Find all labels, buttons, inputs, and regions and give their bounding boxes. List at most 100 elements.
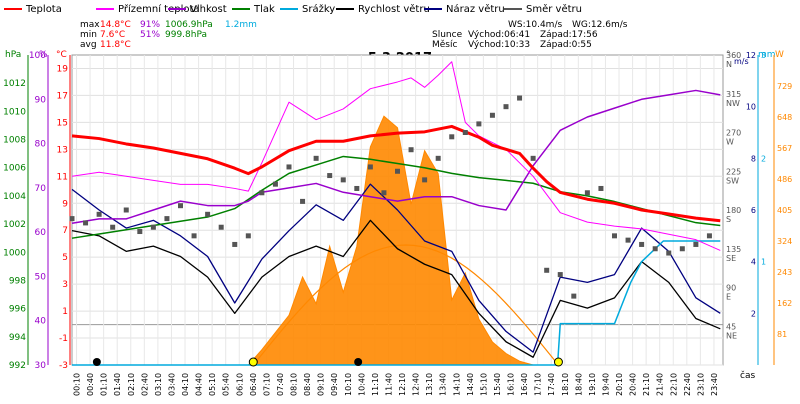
wind-direction-point: [340, 177, 346, 183]
wind-direction-point: [218, 224, 224, 230]
wind-direction-point: [69, 216, 75, 222]
direction-tick-label: 45: [726, 322, 736, 331]
x-tick-label: 06:10: [235, 373, 244, 396]
temperature-tick-label: -1: [59, 334, 68, 344]
x-tick-label: 17:10: [534, 373, 543, 396]
legend: Teplota Přízemní teplota Vlhkost Tlak Sr…: [4, 3, 582, 15]
solar-tick-label: 486: [777, 175, 792, 184]
solar-axis-unit: W: [775, 50, 784, 60]
wind-direction-point: [313, 155, 319, 161]
legend-pressure: Tlak: [253, 4, 275, 15]
sun-marker: [553, 357, 563, 367]
temperature-tick-label: 5: [62, 253, 68, 263]
wind-direction-point: [693, 241, 699, 247]
direction-tick-name: S: [726, 215, 731, 224]
solar-tick-label: 729: [777, 82, 792, 91]
direction-axis-unit: °: [726, 50, 731, 60]
pressure-tick-label: 1006: [3, 164, 26, 174]
series-temperature-line: [71, 124, 721, 223]
moon-marker: [354, 358, 363, 366]
wind-direction-point: [245, 233, 251, 239]
stats-max-press: 1006.9hPa: [165, 20, 213, 30]
temperature-axis-unit: °C: [56, 50, 67, 60]
direction-tick-name: E: [726, 293, 731, 302]
humidity-tick-label: 90: [35, 95, 47, 105]
direction-tick-name: SE: [726, 254, 736, 263]
series-humidity-line: [71, 89, 721, 225]
x-tick-label: 23:10: [696, 373, 705, 396]
direction-tick-name: W: [726, 138, 734, 147]
x-tick-label: 08:10: [290, 373, 299, 396]
temperature-tick-label: 7: [62, 226, 68, 236]
wind-direction-point: [679, 246, 685, 252]
legend-ground-temp: Přízemní teplota: [118, 3, 200, 15]
legend-rain: Srážky: [302, 3, 335, 15]
x-tick-label: 17:40: [547, 373, 556, 396]
direction-tick-label: 90: [726, 284, 736, 293]
direction-tick-label: 315: [726, 90, 741, 99]
x-tick-label: 15:40: [493, 373, 502, 396]
x-tick-label: 06:40: [249, 373, 258, 396]
x-tick-label: 00:40: [86, 373, 95, 396]
info-moonrise: Východ:10:33: [468, 40, 530, 50]
x-tick-label: 22:40: [683, 373, 692, 396]
series-ground-temp-line: [71, 61, 721, 251]
x-tick-label: 11:10: [371, 373, 380, 396]
info-moon-label: Měsíc: [432, 40, 457, 50]
wind-direction-point: [489, 112, 495, 118]
pressure-tick-label: 998: [9, 276, 26, 286]
wind-direction-point: [381, 190, 387, 196]
x-tick-label: 02:40: [140, 373, 149, 396]
rain-tick-label: 1: [761, 258, 766, 267]
humidity-tick-label: 50: [35, 272, 47, 282]
series-pressure-line: [71, 155, 721, 239]
wind-direction-point: [286, 164, 292, 170]
rain-tick-label: 3: [761, 51, 766, 60]
pressure-tick-label: 1012: [3, 79, 26, 89]
marks-layer: [69, 95, 712, 367]
stats-max-label: max: [80, 20, 100, 30]
temperature-tick-label: 1: [62, 307, 68, 317]
info-sun-label: Slunce: [432, 30, 463, 40]
solar-tick-label: 648: [777, 113, 792, 122]
pressure-tick-label: 996: [9, 305, 26, 315]
x-tick-label: 04:10: [181, 373, 190, 396]
wind-direction-point: [706, 233, 712, 239]
wind-direction-point: [327, 173, 333, 179]
x-tick-label: 02:10: [127, 373, 136, 396]
wind-direction-point: [123, 207, 129, 213]
x-tick-label: 19:10: [588, 373, 597, 396]
stats-avg-label: avg: [80, 40, 97, 50]
direction-tick-name: NE: [726, 331, 737, 340]
sun-arc: [252, 244, 559, 366]
temperature-tick-label: 17: [57, 91, 68, 101]
x-tick-label: 15:10: [479, 373, 488, 396]
solar-tick-label: 324: [777, 237, 792, 246]
info-block: WS:10.4m/s WG:12.6m/s Slunce Východ:06:4…: [432, 20, 628, 50]
series-gust-line: [71, 183, 721, 353]
wind-direction-point: [584, 190, 590, 196]
temperature-tick-label: 19: [57, 64, 69, 74]
wind-direction-point: [571, 293, 577, 299]
x-tick-label: 20:10: [615, 373, 624, 396]
wind-direction-point: [530, 155, 536, 161]
series-wind-speed-line: [71, 219, 721, 358]
legend-wind-dir: Směr větru: [526, 3, 582, 15]
wind-direction-point: [164, 216, 170, 222]
wind-direction-point: [178, 203, 183, 209]
legend-temp: Teplota: [25, 4, 62, 15]
x-tick-label: 03:10: [154, 373, 163, 396]
stats-avg-temp: 11.8°C: [100, 40, 131, 50]
x-tick-label: 13:10: [425, 373, 434, 396]
pressure-tick-label: 1000: [3, 248, 26, 258]
x-tick-label: 12:40: [412, 373, 421, 396]
wind-direction-point: [435, 155, 441, 161]
x-tick-label: 20:40: [629, 373, 638, 396]
wind-direction-point: [652, 246, 658, 252]
info-sunset: Západ:17:56: [540, 30, 598, 40]
x-tick-label: 09:10: [317, 373, 326, 396]
x-tick-label: 16:40: [520, 373, 529, 396]
humidity-tick-label: 40: [35, 317, 47, 327]
direction-tick-label: 270: [726, 129, 741, 138]
